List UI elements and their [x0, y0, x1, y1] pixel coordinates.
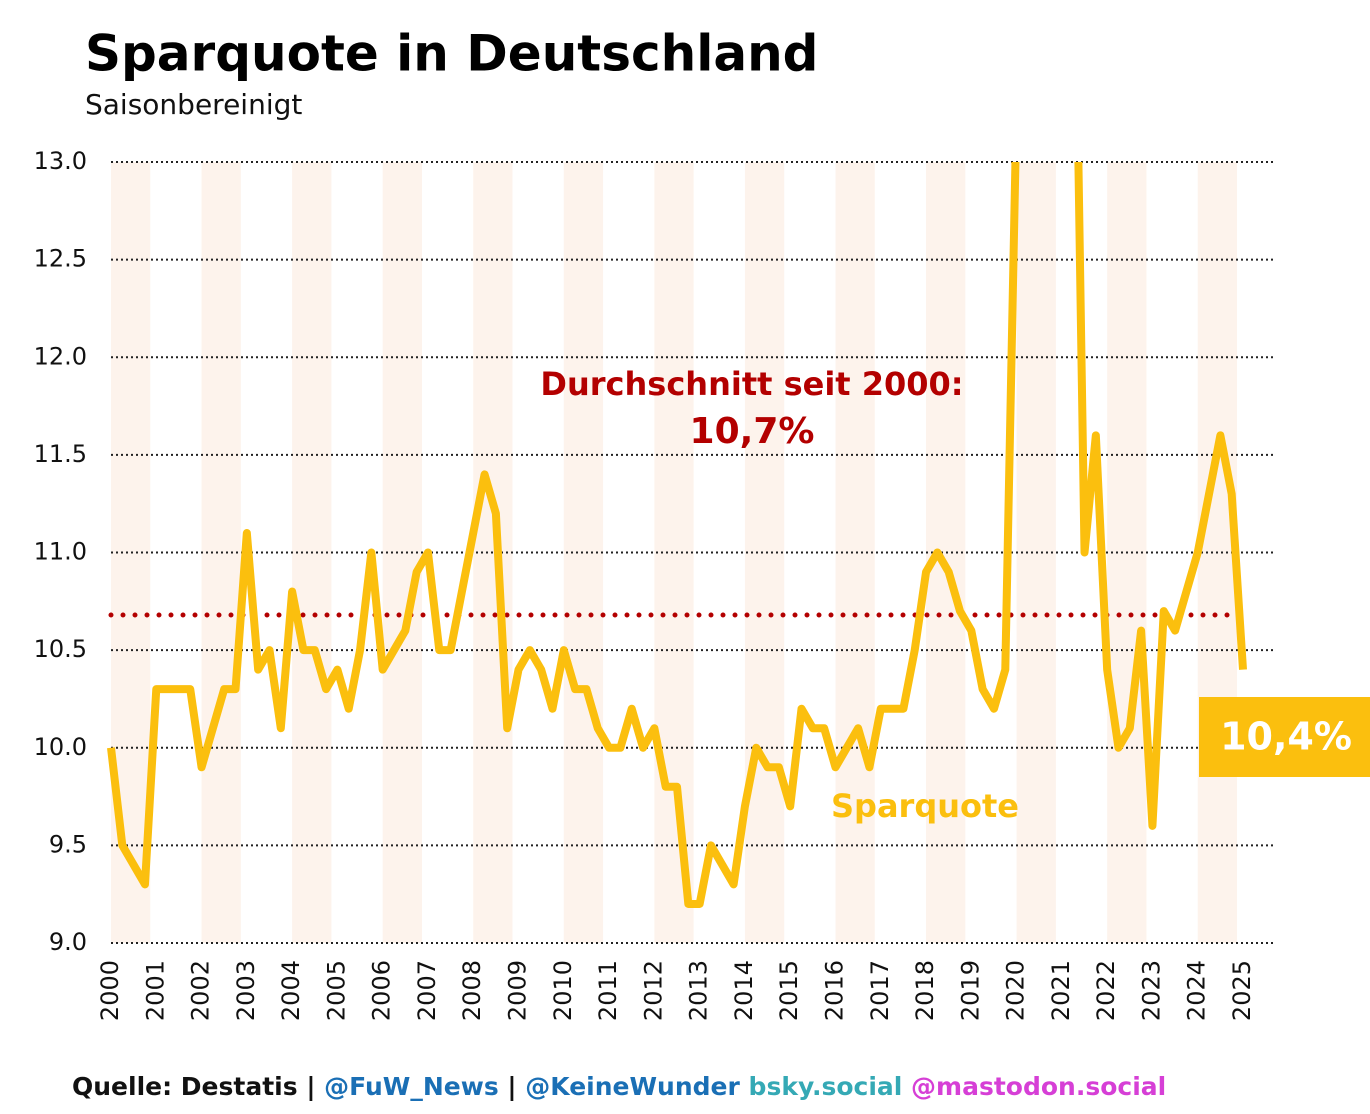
- year-band: [744, 162, 785, 943]
- source-part: Quelle: Destatis |: [72, 1072, 324, 1101]
- x-tick-label: 2003: [232, 960, 260, 1021]
- x-tick-label: 2011: [594, 960, 622, 1021]
- x-tick-label: 2013: [685, 960, 713, 1021]
- y-tick-label: 9.5: [49, 830, 87, 858]
- source-part: @mastodon.social: [902, 1072, 1166, 1101]
- y-tick-label: 13.0: [34, 147, 87, 175]
- x-tick-label: 2025: [1228, 960, 1256, 1021]
- x-tick-label: 2014: [730, 960, 758, 1021]
- x-tick-label: 2020: [1002, 960, 1030, 1021]
- x-tick-label: 2002: [187, 960, 215, 1021]
- x-tick-label: 2021: [1047, 960, 1075, 1021]
- series-line: [107, 162, 1247, 908]
- x-tick-label: 2004: [277, 960, 305, 1021]
- x-tick-label: 2023: [1137, 960, 1165, 1021]
- x-tick-label: 2019: [956, 960, 984, 1021]
- source-part: |: [499, 1072, 526, 1101]
- last-value-box: [1199, 697, 1370, 777]
- x-tick-label: 2016: [820, 960, 848, 1021]
- y-tick-label: 10.5: [34, 635, 87, 663]
- y-tick-label: 12.5: [34, 245, 87, 273]
- x-tick-label: 2001: [141, 960, 169, 1021]
- x-tick-label: 2005: [322, 960, 350, 1021]
- x-tick-label: 2007: [413, 960, 441, 1021]
- source-part: @FuW_News: [324, 1072, 499, 1101]
- source-part: bsky.social: [740, 1072, 903, 1101]
- x-tick-label: 2022: [1092, 960, 1120, 1021]
- x-tick-label: 2010: [549, 960, 577, 1021]
- chart-subtitle: Saisonbereinigt: [85, 88, 302, 121]
- y-tick-label: 12.0: [34, 342, 87, 370]
- y-tick-label: 11.0: [34, 538, 87, 566]
- x-tick-label: 2017: [866, 960, 894, 1021]
- x-tick-label: 2018: [911, 960, 939, 1021]
- chart-title: Sparquote in Deutschland: [85, 25, 818, 83]
- x-tick-label: 2015: [775, 960, 803, 1021]
- last-value-label: 10,4%: [1220, 715, 1352, 759]
- x-tick-label: 2009: [504, 960, 532, 1021]
- y-tick-label: 11.5: [34, 440, 87, 468]
- average-label: Durchschnitt seit 2000:: [540, 365, 963, 403]
- line-group: [107, 162, 1247, 908]
- average-value-label: 10,7%: [690, 411, 815, 452]
- y-tick-label: 10.0: [34, 733, 87, 761]
- series-label: Sparquote: [831, 787, 1019, 825]
- x-tick-label: 2024: [1183, 960, 1211, 1021]
- y-tick-label: 9.0: [49, 928, 87, 956]
- source: Quelle: Destatis | @FuW_News | @KeineWun…: [72, 1072, 1166, 1101]
- x-tick-label: 2006: [368, 960, 396, 1021]
- x-tick-label: 2012: [639, 960, 667, 1021]
- x-tick-label: 2008: [458, 960, 486, 1021]
- x-tick-label: 2000: [96, 960, 124, 1021]
- source-part: @KeineWunder: [525, 1072, 740, 1101]
